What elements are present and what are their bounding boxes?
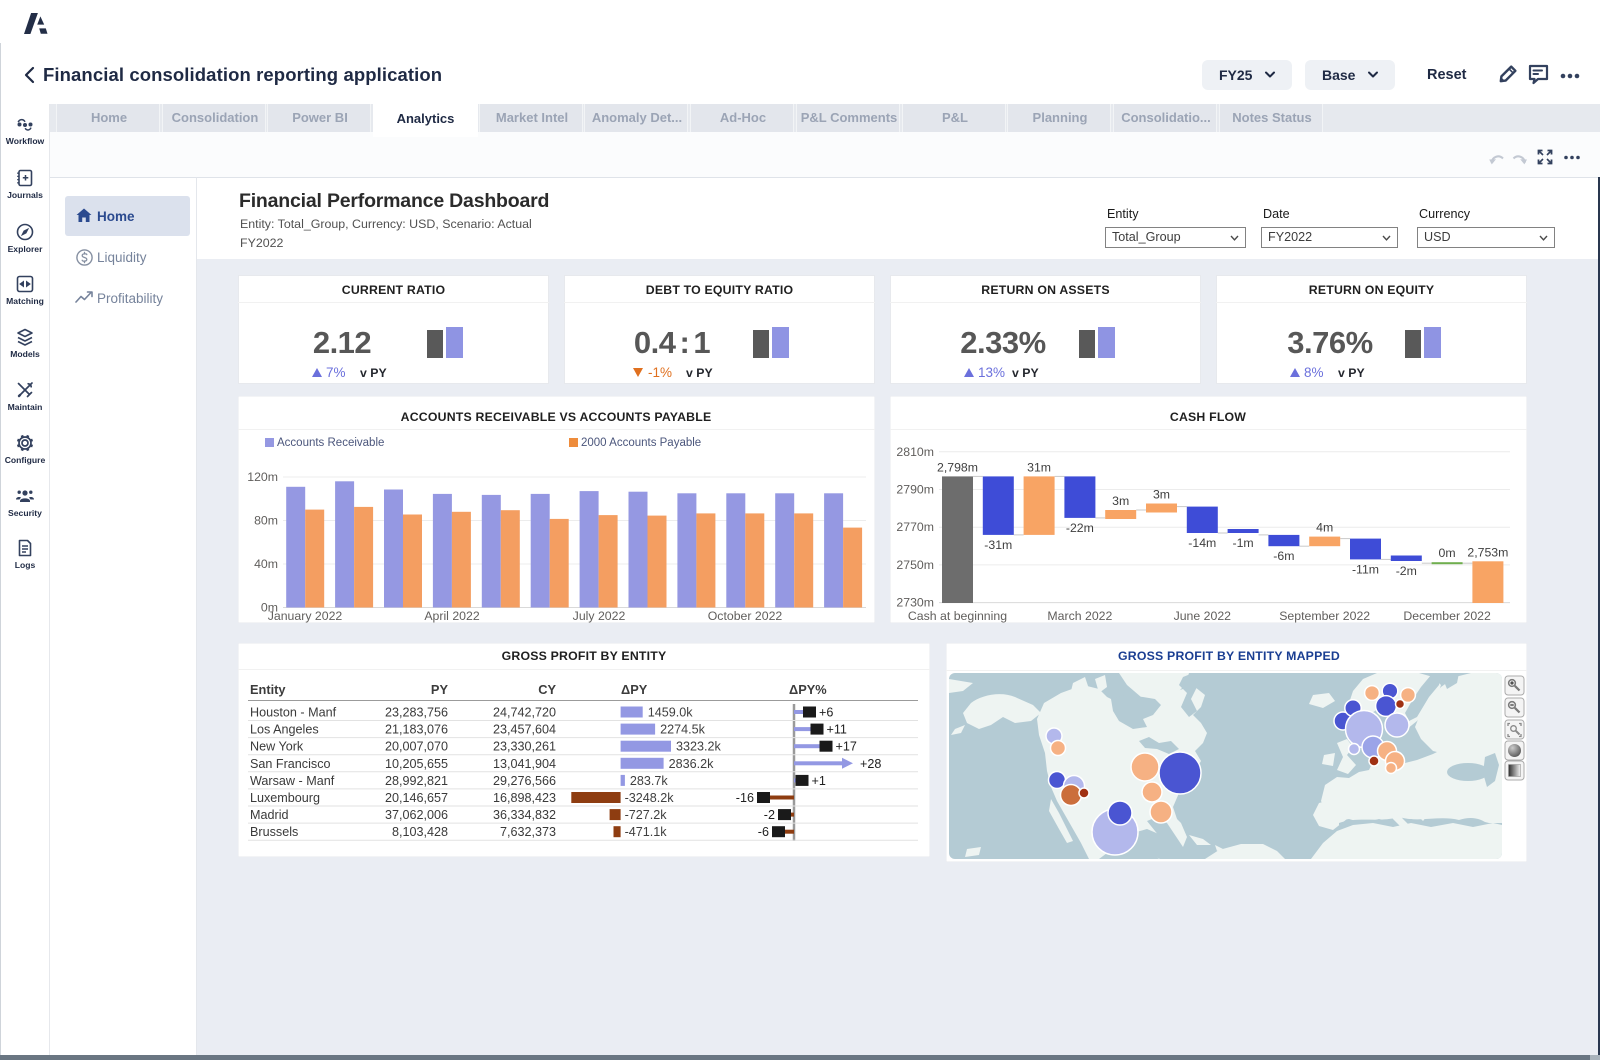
svg-text:Cash at beginning: Cash at beginning xyxy=(908,609,1007,623)
svg-text:Warsaw - Manf: Warsaw - Manf xyxy=(250,774,335,788)
svg-text:-1m: -1m xyxy=(1233,536,1254,550)
svg-text:2836.2k: 2836.2k xyxy=(669,757,715,771)
svg-text:-31m: -31m xyxy=(984,538,1012,552)
svg-text:Houston - Manf: Houston - Manf xyxy=(250,706,337,720)
svg-text:+11: +11 xyxy=(827,723,847,737)
svg-text:1459.0k: 1459.0k xyxy=(648,706,694,720)
svg-text:2770m: 2770m xyxy=(896,520,934,534)
svg-text:-6: -6 xyxy=(758,825,769,839)
svg-text:3m: 3m xyxy=(1112,494,1129,508)
svg-text:3323.2k: 3323.2k xyxy=(676,740,722,754)
svg-text:20,146,657: 20,146,657 xyxy=(385,791,448,805)
svg-text:2000 Accounts Payable: 2000 Accounts Payable xyxy=(581,437,701,449)
svg-text:40m: 40m xyxy=(254,557,278,571)
svg-text:ACCOUNTS RECEIVABLE VS ACCOUNT: ACCOUNTS RECEIVABLE VS ACCOUNTS PAYABLE xyxy=(401,410,712,424)
svg-text:GROSS PROFIT BY ENTITY MAPPED: GROSS PROFIT BY ENTITY MAPPED xyxy=(1118,649,1340,663)
svg-text:December 2022: December 2022 xyxy=(1403,609,1491,623)
svg-text:CASH FLOW: CASH FLOW xyxy=(1170,410,1246,424)
svg-text:June 2022: June 2022 xyxy=(1174,609,1232,623)
svg-text:-22m: -22m xyxy=(1066,521,1094,535)
svg-text:PY: PY xyxy=(431,682,449,697)
svg-text:Los Angeles: Los Angeles xyxy=(250,723,319,737)
svg-text:0m: 0m xyxy=(261,601,278,615)
svg-text:ΔPY: ΔPY xyxy=(621,682,648,697)
svg-text:2750m: 2750m xyxy=(896,558,934,572)
svg-text:23,283,756: 23,283,756 xyxy=(385,706,448,720)
svg-text:37,062,006: 37,062,006 xyxy=(385,808,448,822)
svg-text:80m: 80m xyxy=(254,514,278,528)
svg-text:San Francisco: San Francisco xyxy=(250,757,331,771)
svg-text:+1: +1 xyxy=(812,774,826,788)
svg-text:120m: 120m xyxy=(247,470,278,484)
svg-text:Entity: Entity xyxy=(250,682,286,697)
svg-text:-14m: -14m xyxy=(1188,536,1216,550)
svg-text:Brussels: Brussels xyxy=(250,825,298,839)
svg-text:-471.1k: -471.1k xyxy=(625,825,668,839)
svg-text:-2: -2 xyxy=(764,808,775,822)
svg-text:Luxembourg: Luxembourg xyxy=(250,791,320,805)
svg-text:January 2022: January 2022 xyxy=(268,609,343,623)
svg-text:GROSS PROFIT BY ENTITY: GROSS PROFIT BY ENTITY xyxy=(502,649,667,663)
svg-text:13,041,904: 13,041,904 xyxy=(493,757,556,771)
svg-text:29,276,566: 29,276,566 xyxy=(493,774,556,788)
svg-text:CY: CY xyxy=(538,682,556,697)
svg-text:4m: 4m xyxy=(1316,521,1333,535)
svg-text:-11m: -11m xyxy=(1352,562,1379,576)
svg-text:ΔPY%: ΔPY% xyxy=(789,682,827,697)
svg-text:0m: 0m xyxy=(1439,546,1456,560)
svg-text:36,334,832: 36,334,832 xyxy=(493,808,556,822)
svg-text:23,330,261: 23,330,261 xyxy=(493,740,556,754)
svg-text:September 2022: September 2022 xyxy=(1279,609,1370,623)
svg-text:+17: +17 xyxy=(836,740,857,754)
svg-text:July 2022: July 2022 xyxy=(573,609,626,623)
svg-text:April 2022: April 2022 xyxy=(424,609,480,623)
svg-text:Madrid: Madrid xyxy=(250,808,289,822)
svg-text:Accounts Receivable: Accounts Receivable xyxy=(277,437,384,449)
svg-text:8,103,428: 8,103,428 xyxy=(392,825,448,839)
svg-text:24,742,720: 24,742,720 xyxy=(493,706,556,720)
svg-text:2810m: 2810m xyxy=(896,445,934,459)
svg-text:7,632,373: 7,632,373 xyxy=(500,825,556,839)
svg-text:-6m: -6m xyxy=(1273,549,1294,563)
svg-text:20,007,070: 20,007,070 xyxy=(385,740,448,754)
svg-text:-16: -16 xyxy=(736,791,754,805)
svg-text:2,798m: 2,798m xyxy=(937,460,978,474)
svg-text:3m: 3m xyxy=(1153,488,1170,502)
svg-text:-727.2k: -727.2k xyxy=(625,808,668,822)
svg-text:2274.5k: 2274.5k xyxy=(660,723,706,737)
svg-text:2,753m: 2,753m xyxy=(1467,545,1508,559)
svg-text:2790m: 2790m xyxy=(896,483,934,497)
svg-text:+6: +6 xyxy=(819,706,833,720)
svg-text:31m: 31m xyxy=(1027,460,1051,474)
svg-text:+28: +28 xyxy=(860,757,881,771)
svg-text:28,992,821: 28,992,821 xyxy=(385,774,448,788)
svg-text:2730m: 2730m xyxy=(896,596,934,610)
svg-text:21,183,076: 21,183,076 xyxy=(385,723,448,737)
svg-text:10,205,655: 10,205,655 xyxy=(385,757,448,771)
svg-text:New York: New York xyxy=(250,740,304,754)
svg-text:16,898,423: 16,898,423 xyxy=(493,791,556,805)
svg-text:March 2022: March 2022 xyxy=(1047,609,1112,623)
svg-text:-3248.2k: -3248.2k xyxy=(625,791,675,805)
svg-text:23,457,604: 23,457,604 xyxy=(493,723,556,737)
svg-text:October 2022: October 2022 xyxy=(708,609,783,623)
svg-text:-2m: -2m xyxy=(1396,564,1417,578)
svg-text:283.7k: 283.7k xyxy=(630,774,669,788)
